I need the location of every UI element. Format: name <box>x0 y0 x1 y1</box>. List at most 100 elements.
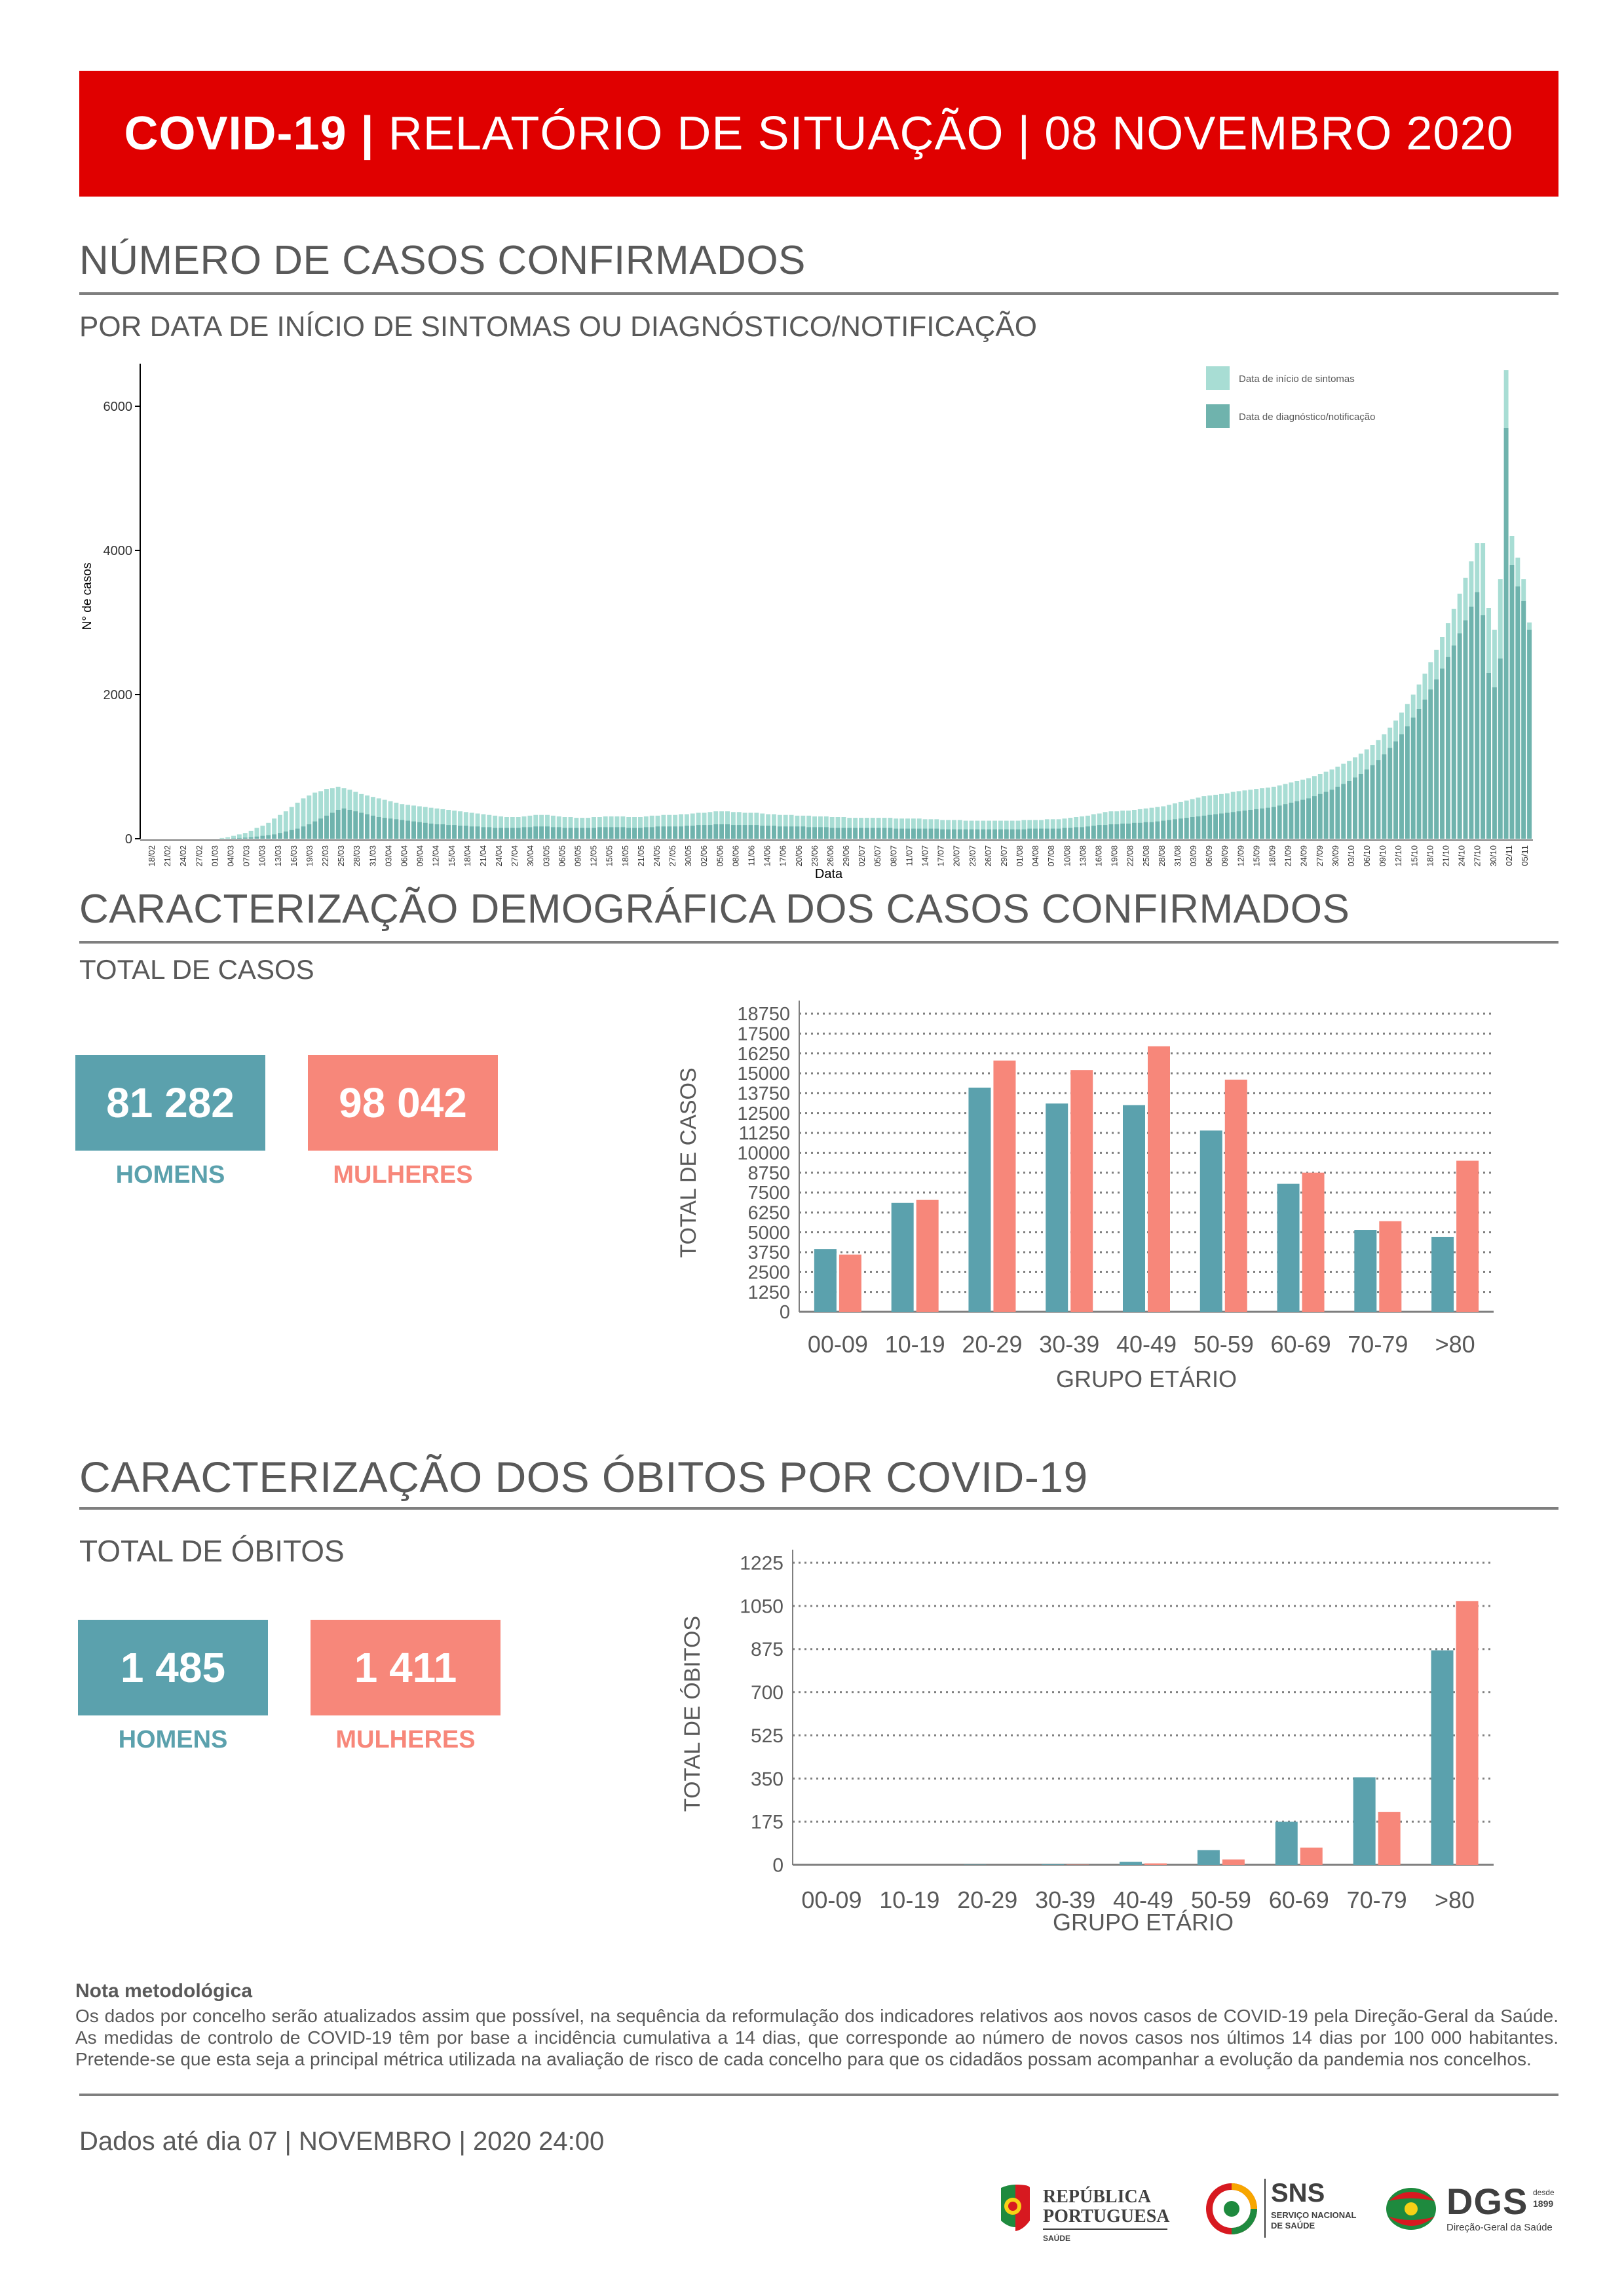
bar-diagnosis <box>870 828 875 839</box>
bar-symptoms <box>957 820 962 839</box>
bar-diagnosis <box>614 827 620 839</box>
bar-diagnosis <box>562 828 567 839</box>
bar-diagnosis <box>236 837 242 839</box>
bar-diagnosis <box>829 828 835 839</box>
bar-diagnosis <box>1410 718 1416 839</box>
bar-men <box>1354 1230 1377 1312</box>
bar-women <box>1378 1812 1401 1865</box>
bar-diagnosis <box>876 828 881 839</box>
bar-diagnosis <box>1358 774 1363 839</box>
bar-diagnosis <box>1242 811 1247 839</box>
bar-diagnosis <box>823 827 829 839</box>
sns-circle-icon <box>1206 2183 1257 2234</box>
y-tick-label: 0 <box>125 832 132 847</box>
logo-sns-line2: DE SAÚDE <box>1271 2221 1315 2230</box>
bar-diagnosis <box>347 810 352 839</box>
portugal-flag-icon <box>1001 2185 1030 2231</box>
bar-diagnosis <box>370 815 375 839</box>
bar-men <box>1277 1183 1300 1312</box>
x-tick-label: 21/04 <box>478 845 488 867</box>
bar-symptoms <box>446 810 451 839</box>
bar-diagnosis <box>533 826 538 839</box>
y-tick-label: 6000 <box>104 400 133 414</box>
bar-symptoms <box>278 814 282 839</box>
bar-men <box>968 1087 991 1312</box>
bar-diagnosis <box>1161 820 1166 839</box>
bar-diagnosis <box>708 825 713 839</box>
x-tick-label: 27/05 <box>668 845 677 867</box>
x-tick-label: 10/03 <box>257 845 267 867</box>
bar-diagnosis <box>1481 615 1486 839</box>
bar-diagnosis <box>632 828 637 839</box>
x-tick-label: 23/06 <box>810 845 820 867</box>
y-axis-label: TOTAL DE CASOS <box>676 1067 701 1257</box>
bar-diagnosis <box>859 828 863 839</box>
bar-diagnosis <box>1213 814 1218 839</box>
legend-label-symptoms: Data de início de sintomas <box>1239 373 1355 385</box>
bar-diagnosis <box>1254 809 1259 839</box>
bar-diagnosis <box>382 818 387 839</box>
cases-men-label: HOMENS <box>115 1161 225 1189</box>
y-tick-label: 875 <box>751 1639 784 1660</box>
x-tick-label: 15/05 <box>605 845 614 867</box>
bar-diagnosis <box>1463 620 1468 839</box>
logo-divider <box>1264 2179 1266 2238</box>
x-tick-label: 07/03 <box>242 845 252 867</box>
bar-diagnosis <box>637 828 643 839</box>
bar-diagnosis <box>609 827 614 839</box>
section-deaths-subtitle: TOTAL DE ÓBITOS <box>79 1534 345 1568</box>
x-tick-label: 21/09 <box>1283 845 1293 867</box>
bar-diagnosis <box>446 825 451 839</box>
bar-diagnosis <box>922 828 928 839</box>
y-tick-label: 0 <box>772 1855 784 1877</box>
bar-diagnosis <box>795 826 800 839</box>
bar-diagnosis <box>411 821 416 839</box>
bar-diagnosis <box>1114 824 1120 839</box>
note-title: Nota metodológica <box>75 1980 253 2002</box>
bar-diagnosis <box>400 820 405 839</box>
x-tick-label: 06/09 <box>1204 845 1214 867</box>
bar-diagnosis <box>278 833 282 839</box>
y-tick-label: 1250 <box>747 1282 790 1303</box>
bar-diagnosis <box>1503 428 1509 839</box>
bar-women <box>1379 1221 1402 1312</box>
bar-diagnosis <box>1219 813 1224 839</box>
category-label: 20-29 <box>962 1331 1022 1358</box>
bar-women <box>1302 1172 1325 1312</box>
x-tick-label: 28/08 <box>1157 845 1167 867</box>
bar-diagnosis <box>1265 807 1270 839</box>
bar-diagnosis <box>231 838 236 839</box>
bar-diagnosis <box>864 828 869 839</box>
bar-men <box>1199 1130 1222 1312</box>
category-label: 10-19 <box>885 1331 945 1358</box>
x-tick-label: 03/04 <box>383 845 393 867</box>
bar-diagnosis <box>783 826 788 839</box>
header-bold-title: COVID-19 | <box>124 107 375 160</box>
x-tick-label: 09/04 <box>415 845 425 867</box>
x-tick-label: 02/07 <box>857 845 867 867</box>
cases-women-label: MULHERES <box>333 1161 473 1189</box>
x-tick-label: 16/08 <box>1094 845 1104 867</box>
bar-diagnosis <box>1323 792 1329 839</box>
x-tick-label: 12/05 <box>589 845 599 867</box>
x-tick-label: 31/03 <box>368 845 377 867</box>
deaths-women-box: 1 411 <box>311 1620 500 1715</box>
bar-diagnosis <box>365 814 369 839</box>
bar-diagnosis <box>975 829 980 839</box>
x-tick-label: 01/08 <box>1015 845 1025 867</box>
bar-diagnosis <box>440 824 445 839</box>
x-tick-label: 19/03 <box>305 845 314 867</box>
y-tick-label: 175 <box>751 1812 784 1833</box>
bar-diagnosis <box>335 810 341 839</box>
cases-by-age-chart: 0125025003750500062507500875010000112501… <box>676 1001 1494 1392</box>
bar-diagnosis <box>847 828 852 839</box>
bar-women <box>1456 1601 1479 1865</box>
data-date-text: Dados até dia 07 | NOVEMBRO | 2020 24:00 <box>79 2127 605 2156</box>
logo-dgs-sub: Direção-Geral da Saúde <box>1446 2222 1553 2233</box>
logo-dgs-since: desde <box>1533 2188 1555 2197</box>
bar-diagnosis <box>1382 754 1387 839</box>
bar-diagnosis <box>696 825 701 839</box>
x-tick-label: 27/04 <box>510 845 519 867</box>
x-tick-label: 01/03 <box>210 845 219 867</box>
x-tick-label: 02/06 <box>699 845 709 867</box>
